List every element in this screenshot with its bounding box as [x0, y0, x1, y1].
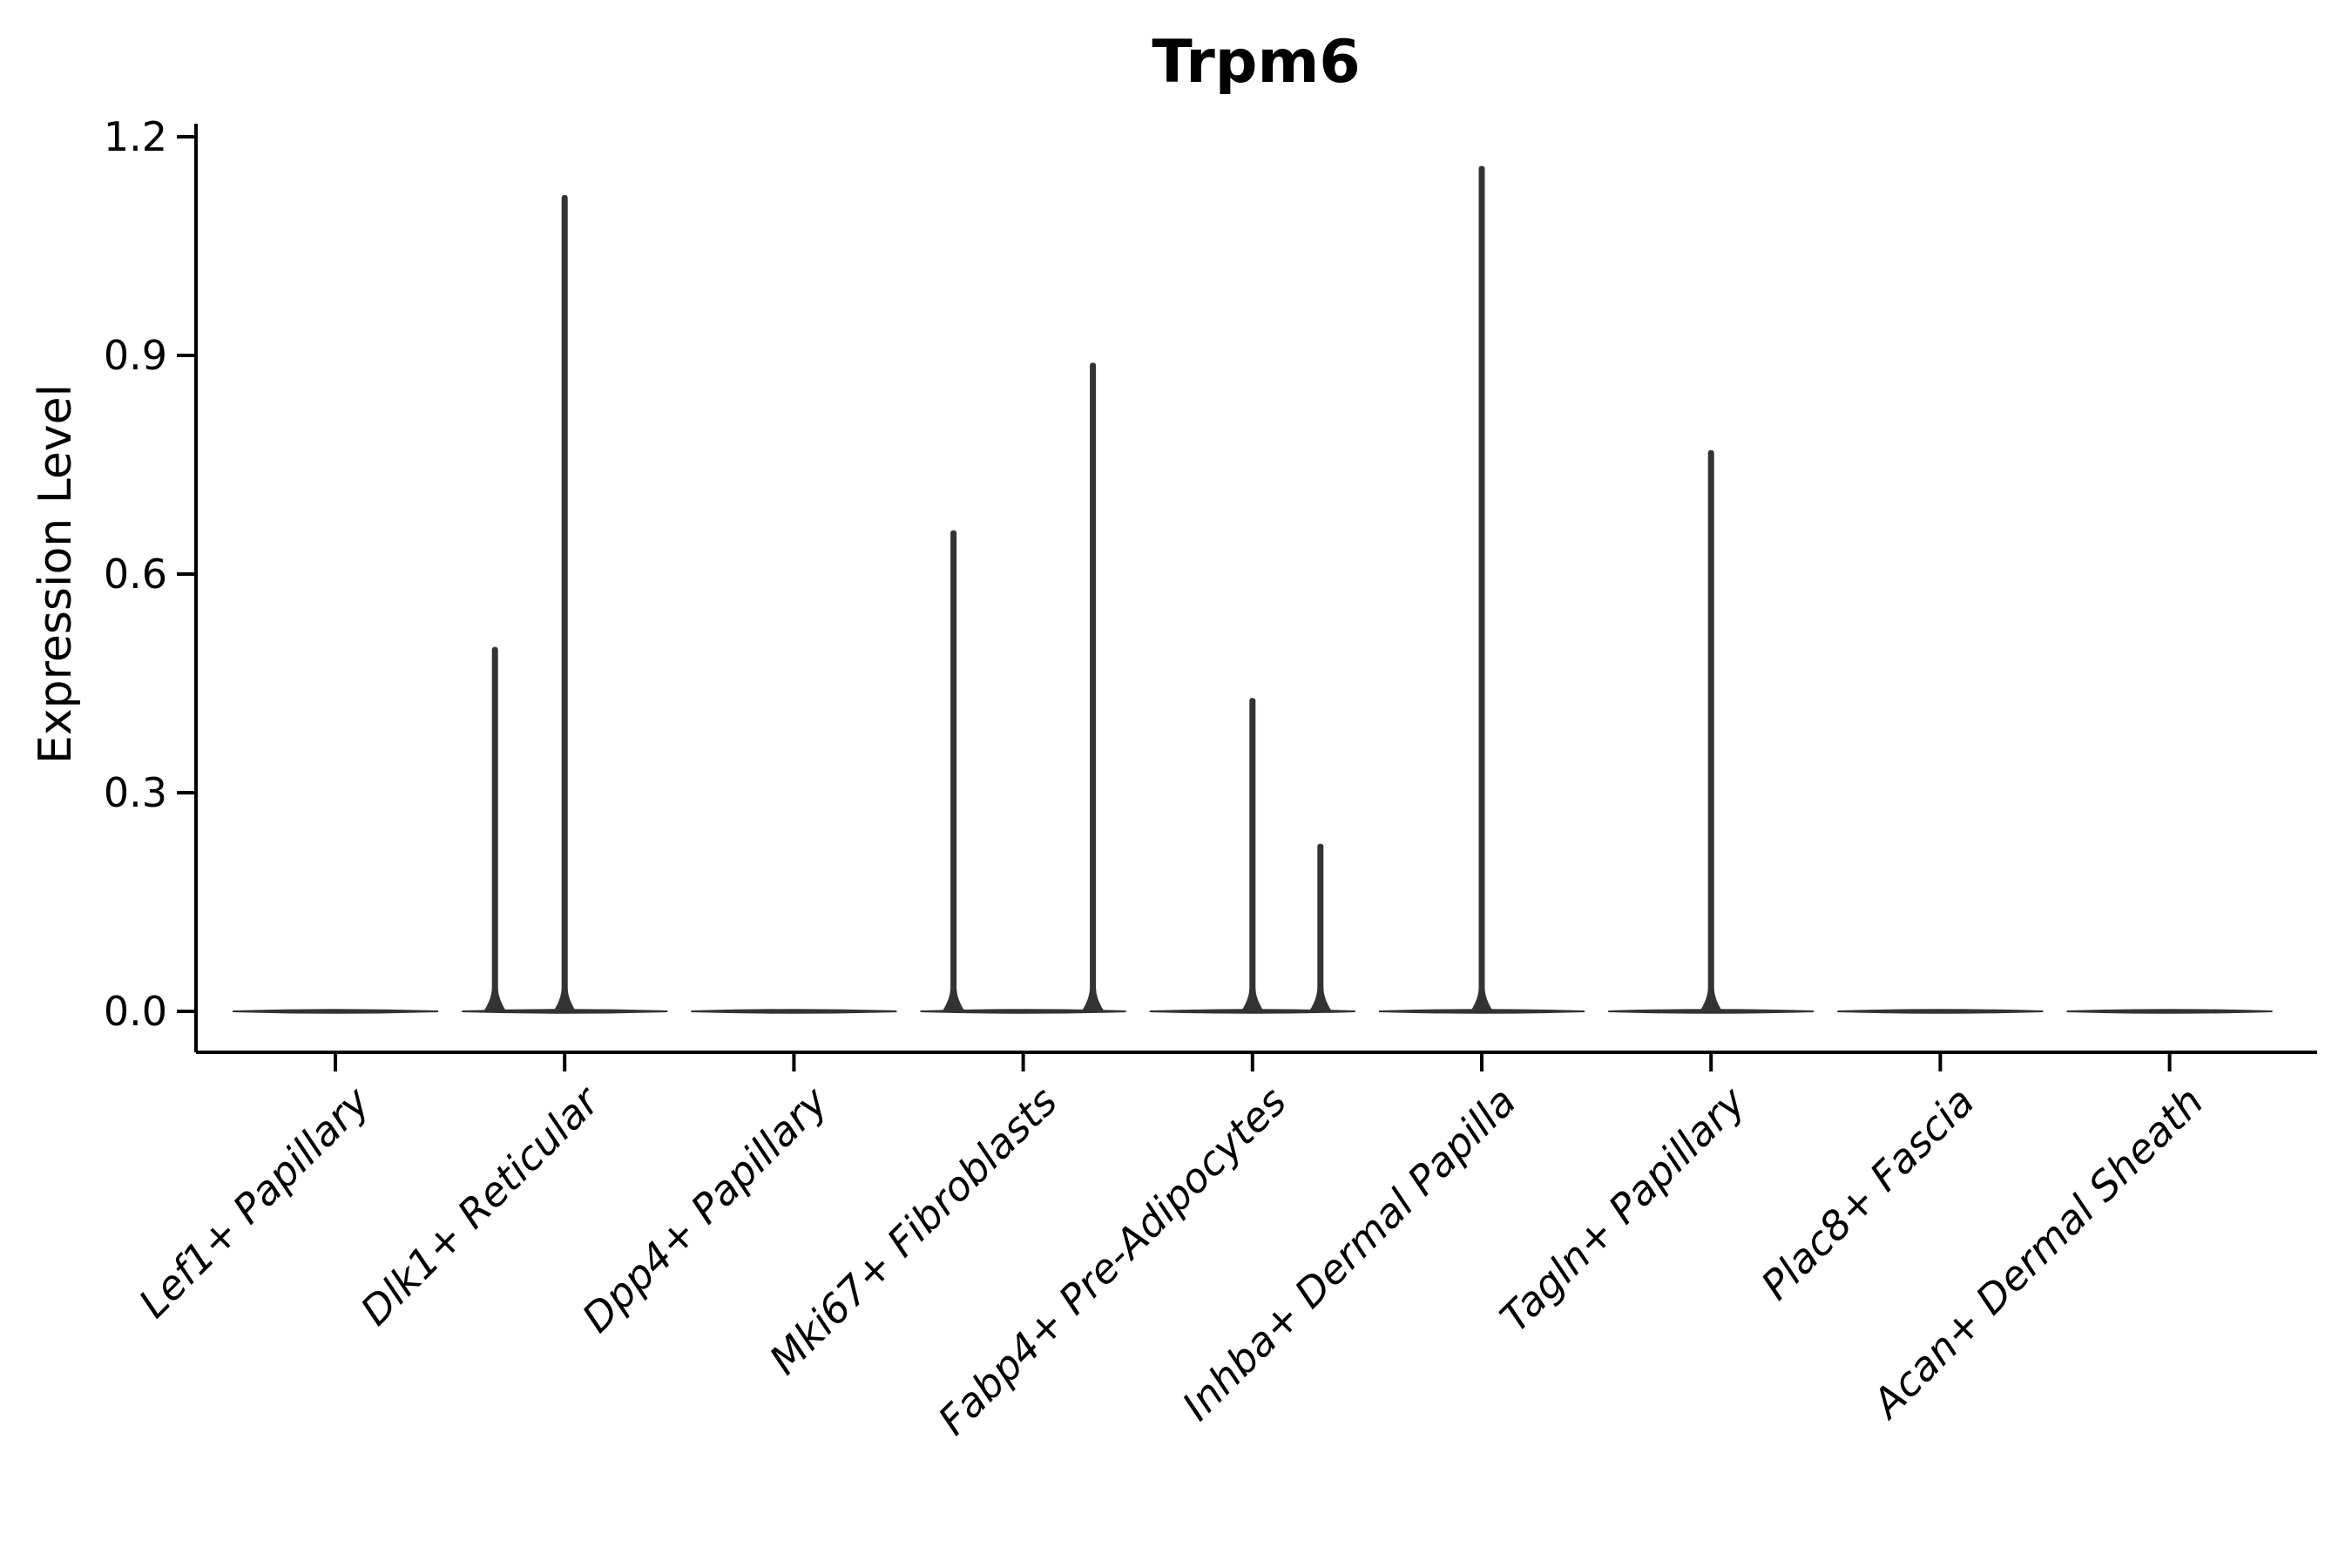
plot-title: Trpm6 [1152, 28, 1361, 97]
y-tick-label: 0.6 [103, 550, 167, 598]
violin-body [1837, 1009, 2044, 1014]
violin-spike [561, 194, 568, 1012]
y-tick-label: 0.9 [103, 331, 167, 379]
y-tick-label: 0.3 [103, 768, 167, 816]
violin-spike [1478, 166, 1485, 1012]
violin-body [920, 1009, 1126, 1014]
y-tick-label: 0.0 [103, 988, 167, 1035]
violin-spike [1090, 362, 1097, 1011]
violin-body [2066, 1009, 2273, 1014]
violin-spike [1249, 698, 1256, 1011]
violin-body [691, 1009, 897, 1014]
violin-spike [1707, 449, 1714, 1011]
violin-spike [491, 646, 498, 1011]
violin-body [232, 1009, 439, 1014]
violin-spike [950, 530, 957, 1011]
y-tick-label: 1.2 [103, 112, 167, 160]
violin-spike [1317, 843, 1324, 1011]
